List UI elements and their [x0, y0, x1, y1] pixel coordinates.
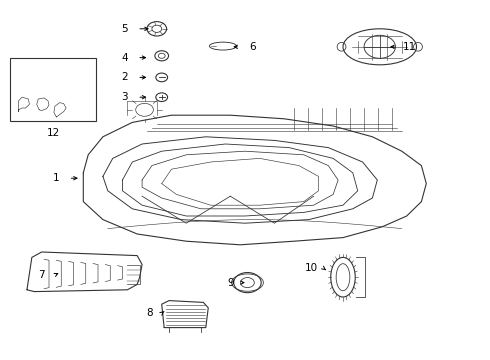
Text: 3: 3: [122, 92, 128, 102]
Text: 6: 6: [249, 42, 256, 52]
Text: 7: 7: [38, 270, 45, 280]
Text: 8: 8: [146, 308, 153, 318]
Text: 9: 9: [227, 278, 234, 288]
Bar: [10, 58, 96, 121]
Text: 10: 10: [305, 263, 318, 273]
Text: 1: 1: [53, 173, 60, 183]
Text: 5: 5: [122, 24, 128, 34]
Text: 11: 11: [402, 42, 416, 52]
Text: 4: 4: [122, 53, 128, 63]
Text: 12: 12: [47, 128, 61, 138]
Text: 2: 2: [122, 72, 128, 82]
